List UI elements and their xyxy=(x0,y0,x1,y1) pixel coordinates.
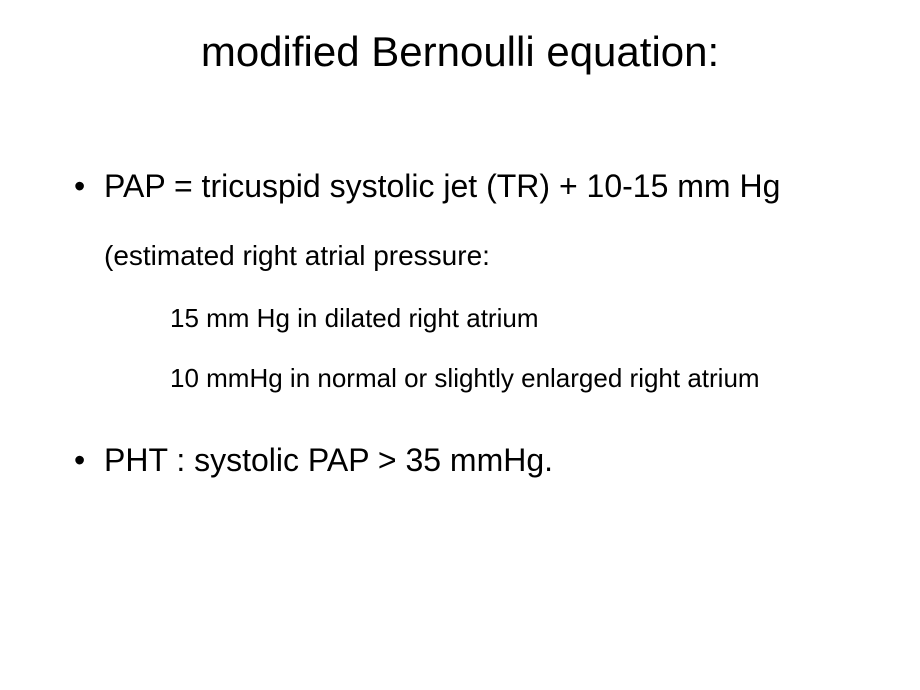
bullet-item: PHT : systolic PAP > 35 mmHg. xyxy=(74,440,870,482)
bullet-list: PHT : systolic PAP > 35 mmHg. xyxy=(50,440,870,482)
bullet-item: PAP = tricuspid systolic jet (TR) + 10-1… xyxy=(74,166,870,208)
slide-container: modified Bernoulli equation: PAP = tricu… xyxy=(0,0,920,690)
bullet-list: PAP = tricuspid systolic jet (TR) + 10-1… xyxy=(50,166,870,208)
slide-title: modified Bernoulli equation: xyxy=(50,28,870,76)
sub-line: (estimated right atrial pressure: xyxy=(50,238,870,274)
sub-sub-line: 15 mm Hg in dilated right atrium xyxy=(50,302,870,336)
sub-sub-line: 10 mmHg in normal or slightly enlarged r… xyxy=(50,362,870,396)
